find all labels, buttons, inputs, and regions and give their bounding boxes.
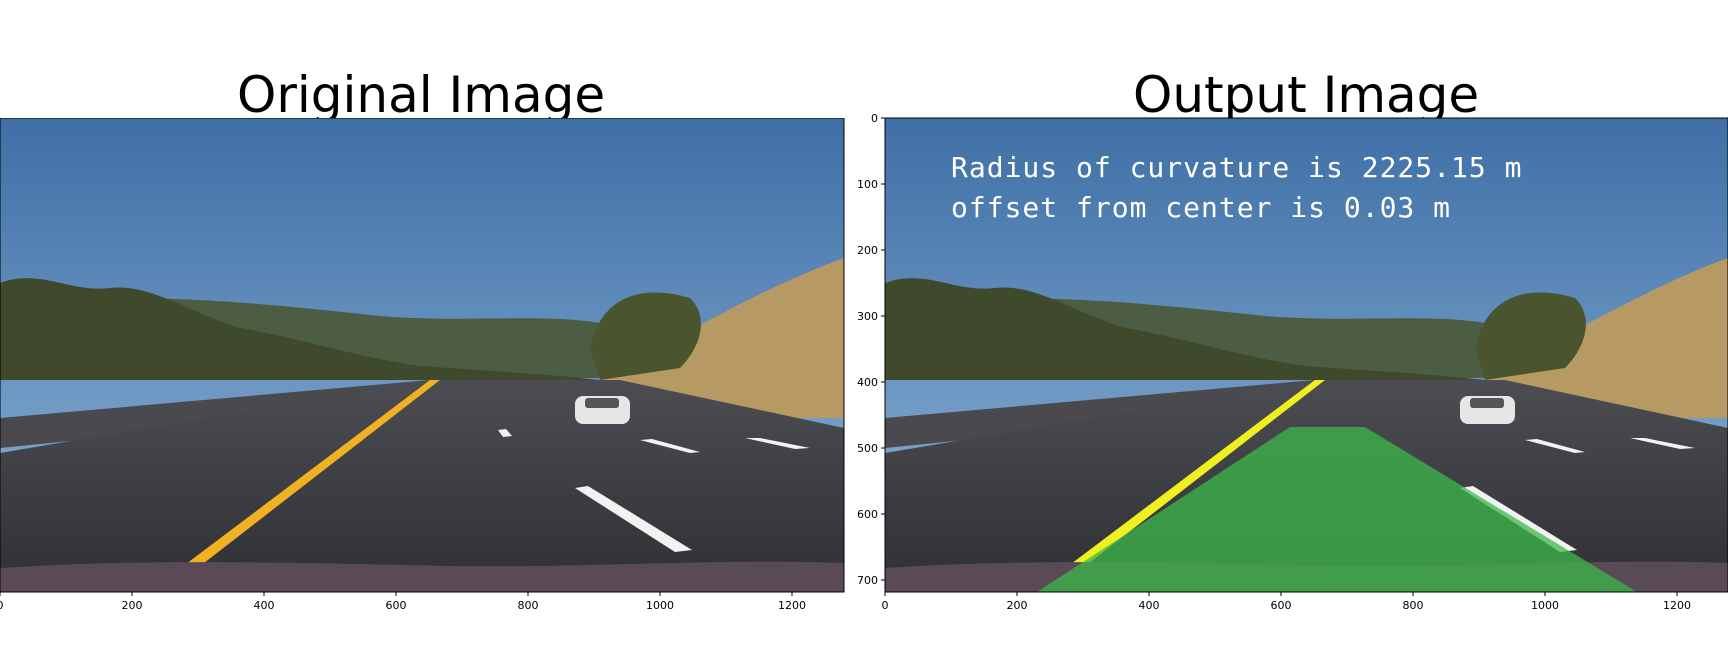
original-x-tick-0: 0 <box>0 599 4 612</box>
output-y-tick-300: 300 <box>857 310 878 323</box>
output-x-tick-1000: 1000 <box>1531 599 1559 612</box>
original-image-title: Original Image <box>237 66 606 124</box>
output-y-tick-700: 700 <box>857 574 878 587</box>
original-x-tick-200: 200 <box>122 599 143 612</box>
output-y-tick-500: 500 <box>857 442 878 455</box>
output-y-tick-200: 200 <box>857 244 878 257</box>
original-x-axis: 0 200 400 600 800 1000 1200 <box>0 592 806 612</box>
original-road-scene <box>0 118 844 592</box>
original-image-panel: 0 200 400 600 800 1000 1200 <box>0 118 845 612</box>
original-x-tick-600: 600 <box>386 599 407 612</box>
output-x-tick-800: 800 <box>1403 599 1424 612</box>
original-x-tick-1200: 1200 <box>778 599 806 612</box>
output-x-tick-600: 600 <box>1271 599 1292 612</box>
output-y-tick-400: 400 <box>857 376 878 389</box>
output-image-panel: Radius of curvature is 2225.15 m offset … <box>857 112 1728 612</box>
output-x-tick-0: 0 <box>882 599 889 612</box>
output-x-axis: 0 200 400 600 800 1000 1200 <box>882 592 1691 612</box>
output-y-tick-100: 100 <box>857 178 878 191</box>
original-x-tick-1000: 1000 <box>646 599 674 612</box>
radius-of-curvature-text: Radius of curvature is 2225.15 m <box>951 151 1522 184</box>
output-x-tick-1200: 1200 <box>1663 599 1691 612</box>
output-x-tick-400: 400 <box>1139 599 1160 612</box>
output-y-tick-600: 600 <box>857 508 878 521</box>
output-x-tick-200: 200 <box>1007 599 1028 612</box>
original-x-tick-400: 400 <box>254 599 275 612</box>
output-image-title: Output Image <box>1133 66 1480 124</box>
original-x-tick-800: 800 <box>518 599 539 612</box>
lane-area-overlay <box>1037 427 1637 592</box>
offset-from-center-text: offset from center is 0.03 m <box>951 191 1451 224</box>
output-y-axis: 0 100 200 300 400 500 600 700 <box>857 112 885 587</box>
output-y-tick-0: 0 <box>871 112 878 125</box>
